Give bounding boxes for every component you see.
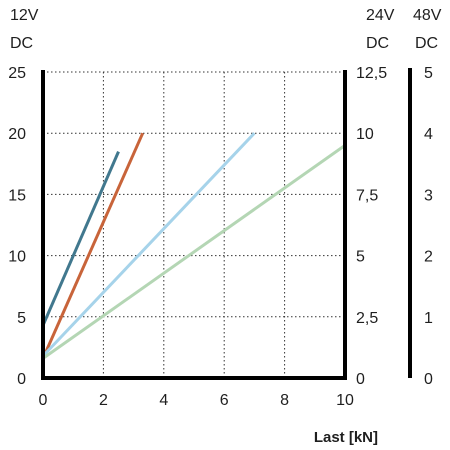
x-tick-label: 0 (39, 392, 48, 409)
axis-labels: 12V DC 24V DC 48V DC Last [kN] (10, 7, 442, 446)
far-right-y-tick-label: 4 (424, 126, 433, 143)
far-right-axis-label-line2: DC (415, 35, 438, 52)
right-axis-label-line2: DC (366, 35, 389, 52)
series-line-2 (41, 132, 145, 360)
left-y-tick-label: 5 (17, 310, 26, 327)
left-y-tick-label: 20 (8, 126, 26, 143)
x-tick-label: 10 (336, 392, 354, 409)
far-right-y-tick-label: 3 (424, 187, 433, 204)
left-y-tick-label: 0 (17, 371, 26, 388)
far-right-axis-label-line1: 48V (413, 7, 442, 24)
series-line-4 (42, 144, 346, 360)
series-line-1 (41, 151, 120, 326)
far-right-y-tick-label: 1 (424, 310, 433, 327)
grid (43, 71, 345, 378)
left-axis-label-line1: 12V (10, 7, 39, 24)
x-tick-label: 8 (280, 392, 289, 409)
x-axis-title: Last [kN] (314, 429, 378, 446)
far-right-y-tick-label: 0 (424, 371, 433, 388)
left-y-tick-label: 10 (8, 249, 26, 266)
far-right-y-tick-label: 5 (424, 65, 433, 82)
left-y-tick-label: 25 (8, 65, 26, 82)
right-y-tick-label: 10 (356, 126, 374, 143)
right-y-tick-label: 12,5 (356, 65, 387, 82)
left-y-tick-label: 15 (8, 187, 26, 204)
right-y-tick-label: 7,5 (356, 187, 378, 204)
series-lines (41, 132, 346, 360)
far-right-y-tick-label: 2 (424, 249, 433, 266)
right-y-tick-label: 5 (356, 249, 365, 266)
right-axis-label-line1: 24V (366, 7, 395, 24)
series-line-3 (41, 132, 256, 358)
x-tick-label: 2 (99, 392, 108, 409)
x-tick-label: 6 (220, 392, 229, 409)
right-y-tick-label: 0 (356, 371, 365, 388)
right-y-tick-label: 2,5 (356, 310, 378, 327)
x-tick-label: 4 (159, 392, 168, 409)
left-axis-label-line2: DC (10, 35, 33, 52)
